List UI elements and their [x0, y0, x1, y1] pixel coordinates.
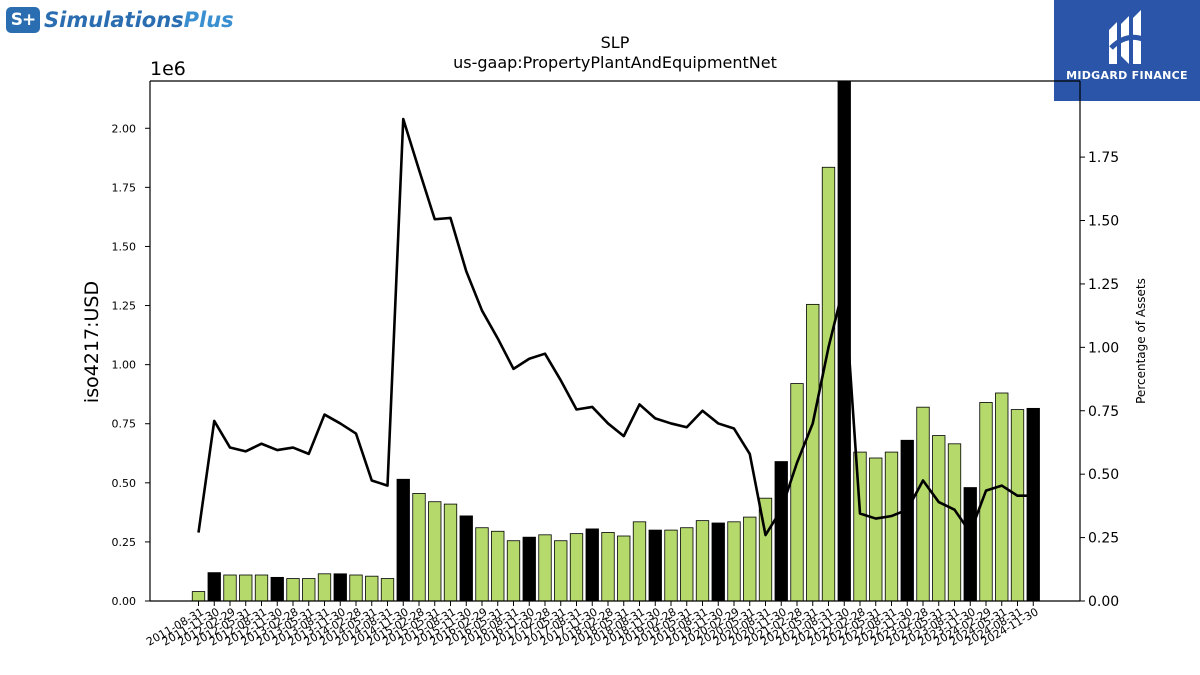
y-offset-label: 1e6	[150, 58, 186, 80]
bar	[443, 503, 458, 602]
bar	[916, 406, 930, 602]
bar	[853, 451, 867, 602]
y2-tick-label: 1.50	[1088, 214, 1119, 230]
sponsor-name: MIDGARD FINANCE	[1066, 69, 1188, 82]
bar-series	[191, 80, 1040, 602]
y-tick-label: 0.00	[112, 595, 137, 608]
bar	[412, 493, 426, 602]
bar	[727, 521, 741, 602]
bar	[538, 534, 552, 602]
bar	[380, 578, 395, 602]
bar	[995, 392, 1009, 602]
bar	[459, 515, 473, 602]
y-tick-label: 1.25	[112, 300, 137, 313]
y2-tick-label: 0.00	[1088, 594, 1119, 610]
bar	[223, 574, 237, 602]
bar	[396, 478, 410, 602]
bar	[286, 578, 300, 602]
bar	[963, 487, 977, 602]
bar	[743, 516, 757, 602]
chart-subtitle: us-gaap:PropertyPlantAndEquipmentNet	[453, 53, 777, 72]
y-tick-label: 0.25	[112, 536, 137, 549]
bar	[349, 574, 363, 602]
bar	[790, 383, 804, 602]
bar	[664, 529, 678, 602]
midgard-finance-badge: MIDGARD FINANCE	[1054, 0, 1200, 101]
y-tick-label: 1.75	[112, 181, 137, 194]
bar	[680, 527, 694, 602]
y2-tick-label: 1.25	[1088, 277, 1119, 293]
bar	[774, 461, 788, 602]
bar	[270, 576, 284, 602]
bar	[585, 528, 599, 602]
brand-wordmark: SimulationsPlus	[44, 8, 234, 32]
y2-axis-label: Percentage of Assets	[1134, 278, 1148, 404]
bar	[632, 521, 647, 602]
brand-name: Simulations	[44, 8, 184, 32]
bar	[711, 522, 725, 602]
axes: 0.00 0.25 0.50 0.75 1.00 1.25 1.50 1.75 2.00 0.00…	[112, 80, 1119, 649]
bar	[191, 591, 206, 602]
bar	[333, 573, 347, 602]
y-tick-label: 0.50	[112, 477, 137, 490]
bar	[947, 443, 962, 602]
y-tick-label: 2.00	[112, 122, 137, 135]
bar	[254, 574, 269, 602]
bar	[1010, 409, 1025, 602]
simulations-plus-logo: S+ SimulationsPlus	[6, 6, 234, 34]
bar	[317, 573, 332, 602]
bar	[900, 439, 914, 602]
bar	[506, 540, 521, 602]
bar	[932, 435, 946, 602]
bar	[617, 535, 631, 602]
midgard-logo-icon	[1109, 10, 1147, 64]
y-axis-label: iso4217:USD	[81, 281, 103, 403]
bar	[869, 457, 883, 602]
bar	[365, 575, 379, 602]
brand-suffix: Plus	[183, 8, 234, 32]
bar	[475, 527, 489, 602]
y-tick-label: 0.75	[112, 418, 137, 431]
bar	[601, 532, 615, 602]
bar	[554, 540, 568, 602]
bar	[569, 533, 584, 602]
bar	[695, 520, 710, 602]
line-series	[197, 117, 1034, 537]
y2-tick-label: 0.50	[1088, 467, 1119, 483]
brand-mark: S+	[6, 7, 40, 33]
bar	[1026, 407, 1040, 602]
bar	[821, 166, 836, 602]
y2-tick-label: 1.00	[1088, 340, 1119, 356]
percentage-line	[197, 117, 1034, 537]
bar	[648, 529, 662, 602]
bar	[207, 572, 221, 602]
y-tick-label: 1.50	[112, 240, 137, 253]
bar	[884, 451, 899, 602]
chart-title: SLP	[601, 33, 630, 52]
bar	[491, 530, 505, 602]
y2-tick-label: 1.75	[1088, 150, 1119, 166]
bar	[806, 303, 820, 602]
bar	[302, 578, 316, 602]
y2-tick-label: 0.25	[1088, 531, 1119, 547]
bar	[239, 574, 253, 602]
y2-tick-label: 0.75	[1088, 404, 1119, 420]
bar	[522, 536, 536, 602]
y-tick-label: 1.00	[112, 359, 137, 372]
bar	[428, 501, 442, 602]
